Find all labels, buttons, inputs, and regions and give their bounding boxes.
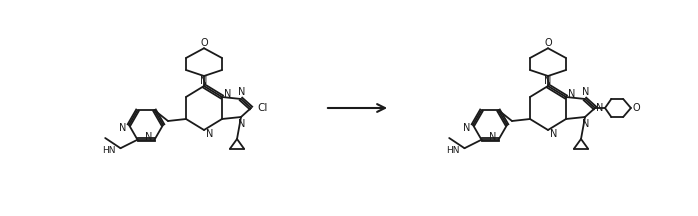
Text: N: N (489, 132, 496, 142)
Text: O: O (632, 103, 639, 113)
Text: N: N (207, 129, 214, 139)
Text: N: N (238, 119, 246, 129)
Text: N: N (119, 123, 127, 133)
Text: N: N (596, 103, 604, 113)
Text: N: N (224, 89, 232, 99)
Text: N: N (550, 129, 558, 139)
Text: HN: HN (446, 146, 459, 155)
Text: N: N (200, 76, 208, 86)
Text: N: N (238, 87, 246, 97)
Text: N: N (144, 132, 152, 142)
Text: Cl: Cl (258, 103, 268, 113)
Text: N: N (582, 87, 590, 97)
Text: O: O (200, 38, 208, 48)
Text: HN: HN (102, 146, 115, 155)
Text: N: N (463, 123, 470, 133)
Text: N: N (582, 119, 590, 129)
Text: N: N (568, 89, 576, 99)
Text: N: N (544, 76, 551, 86)
Text: O: O (544, 38, 552, 48)
